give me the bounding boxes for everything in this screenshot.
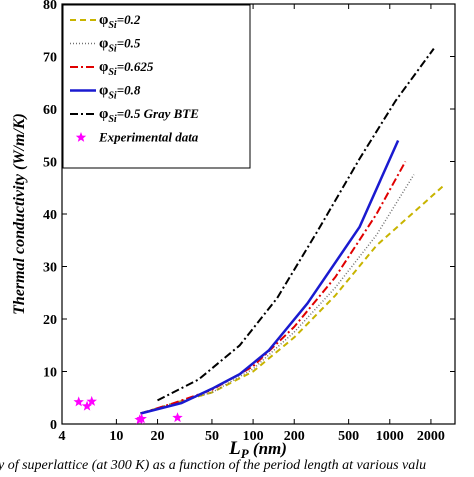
- series-line-3: [140, 161, 407, 415]
- x-tick-label: 50: [205, 429, 219, 444]
- legend: φSi=0.2 φSi=0.5 φSi=0.625 φSi=0.8 φSi=0.5 Gr…: [62, 4, 251, 169]
- series-line-5: [157, 48, 435, 402]
- legend-label-1: φSi=0.2: [99, 12, 141, 31]
- x-tick-label: 4: [59, 429, 66, 444]
- experimental-point: [73, 396, 84, 407]
- y-tick-label: 0: [50, 418, 57, 433]
- y-tick-label: 50: [43, 156, 57, 171]
- legend-label-2: φSi=0.5: [99, 36, 141, 55]
- x-tick-label: 100: [243, 429, 264, 444]
- x-tick-label: 500: [338, 429, 359, 444]
- x-tick-label: 20: [151, 429, 165, 444]
- experimental-point: [172, 412, 183, 423]
- legend-label-5: φSi=0.5 Gray BTE: [99, 106, 199, 125]
- x-tick-label: 1000: [376, 429, 404, 444]
- y-axis-title: Thermal conductivity (W/m/K): [11, 113, 28, 315]
- legend-marker-experimental: [75, 132, 87, 142]
- figure-caption: y of superlattice (at 300 K) as a functi…: [0, 458, 427, 473]
- experimental-point: [136, 413, 147, 424]
- x-tick-label: 2000: [417, 429, 445, 444]
- y-tick-label: 30: [43, 261, 57, 276]
- x-tick-label: 10: [109, 429, 123, 444]
- series-line-4: [140, 139, 400, 415]
- y-tick-label: 40: [43, 208, 57, 223]
- series-line-2: [140, 174, 415, 415]
- x-axis-title: LP (nm): [228, 438, 287, 461]
- y-tick-label: 60: [43, 103, 57, 118]
- legend-label-experimental: Experimental data: [98, 130, 199, 145]
- y-tick-label: 20: [43, 313, 57, 328]
- axes: 4 10 20 50 100 200 500 1000 2000 0 10 20 30 40 50 60 70 8…: [43, 0, 456, 444]
- legend-label-4: φSi=0.8: [99, 83, 141, 102]
- series-line-1: [140, 184, 445, 415]
- y-tick-label: 10: [43, 366, 57, 381]
- experimental-point: [86, 395, 97, 406]
- series-lines: [140, 48, 445, 415]
- experimental-markers: [73, 395, 183, 425]
- experimental-point: [81, 400, 93, 411]
- legend-box: [62, 4, 251, 169]
- axis-titles: LP (nm) Thermal conductivity (W/m/K): [11, 113, 287, 461]
- legend-label-3: φSi=0.625: [99, 59, 154, 78]
- y-tick-label: 70: [43, 51, 57, 66]
- y-tick-label: 80: [43, 0, 57, 13]
- x-tick-label: 200: [284, 429, 305, 444]
